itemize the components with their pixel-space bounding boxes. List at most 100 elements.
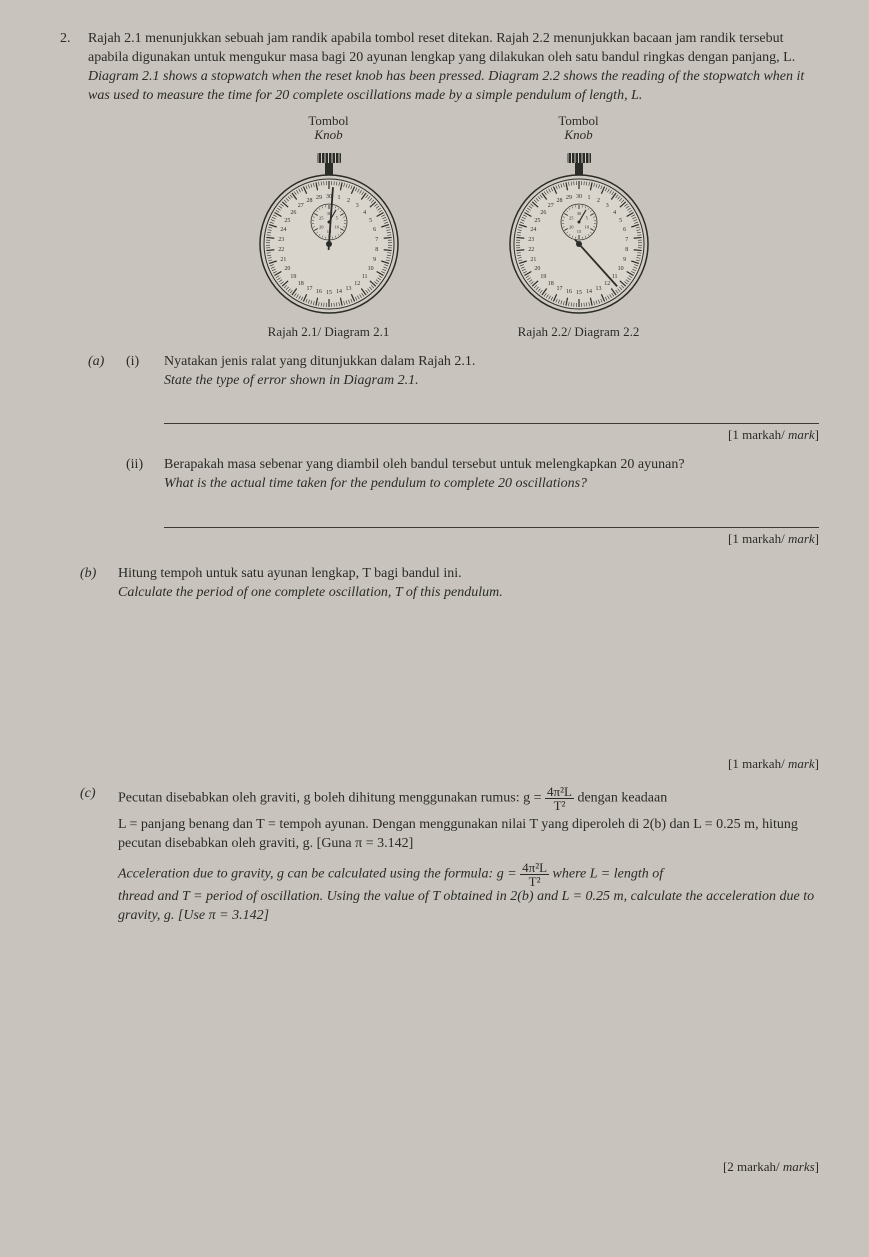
- knob-malay: Tombol: [558, 114, 598, 128]
- diagram-right: Tombol Knob 3012345678910111213141516171…: [499, 114, 659, 341]
- answer-line: [164, 510, 819, 528]
- svg-text:20: 20: [318, 225, 323, 230]
- fraction: 4π²L T²: [520, 861, 549, 888]
- mark-c: [2 markah/ marks]: [118, 1158, 819, 1176]
- knob-label-left: Tombol Knob: [308, 114, 348, 143]
- svg-text:30: 30: [576, 194, 582, 200]
- svg-text:14: 14: [585, 289, 591, 295]
- c-english-line2: thread and T = period of oscillation. Us…: [118, 888, 819, 926]
- label-a-blank: [88, 456, 116, 547]
- svg-text:4: 4: [613, 210, 616, 216]
- label-a: (a): [88, 353, 116, 444]
- label-b: (b): [80, 565, 108, 772]
- diagram-container: Tombol Knob 3012345678910111213141516171…: [88, 114, 819, 341]
- svg-text:13: 13: [595, 286, 601, 292]
- svg-text:10: 10: [367, 266, 373, 272]
- svg-text:19: 19: [540, 274, 546, 280]
- svg-text:19: 19: [290, 274, 296, 280]
- svg-text:13: 13: [345, 286, 351, 292]
- svg-text:1: 1: [587, 195, 590, 201]
- question-text-malay: Rajah 2.1 menunjukkan sebuah jam randik …: [88, 30, 819, 68]
- svg-text:3: 3: [605, 203, 608, 209]
- a-ii-english: What is the actual time taken for the pe…: [164, 475, 819, 494]
- svg-text:11: 11: [611, 274, 617, 280]
- svg-text:9: 9: [623, 257, 626, 263]
- svg-text:5: 5: [369, 218, 372, 224]
- label-c: (c): [80, 785, 108, 1176]
- fraction: 4π²L T²: [545, 785, 574, 812]
- svg-text:20: 20: [568, 225, 573, 230]
- svg-text:29: 29: [316, 195, 322, 201]
- svg-text:28: 28: [556, 198, 562, 204]
- svg-text:25: 25: [318, 216, 323, 221]
- svg-text:17: 17: [306, 286, 312, 292]
- svg-text:9: 9: [373, 257, 376, 263]
- label-a-ii: (ii): [126, 456, 154, 547]
- question-row: 2. Rajah 2.1 menunjukkan sebuah jam rand…: [60, 30, 819, 547]
- svg-text:30: 30: [326, 194, 332, 200]
- svg-text:17: 17: [556, 286, 562, 292]
- svg-text:2: 2: [597, 198, 600, 204]
- svg-text:1: 1: [337, 195, 340, 201]
- label-a-i: (i): [126, 353, 154, 444]
- svg-text:12: 12: [354, 281, 360, 287]
- answer-line: [164, 406, 819, 424]
- part-c: (c) Pecutan disebabkan oleh graviti, g b…: [80, 785, 819, 1176]
- svg-text:6: 6: [623, 227, 626, 233]
- stopwatch-right-svg: 3012345678910111213141516171819202122232…: [499, 144, 659, 319]
- svg-text:15: 15: [326, 290, 332, 296]
- svg-text:3: 3: [355, 203, 358, 209]
- c-malay-line1: Pecutan disebabkan oleh graviti, g boleh…: [118, 785, 819, 812]
- svg-text:28: 28: [306, 198, 312, 204]
- a-i-malay: Nyatakan jenis ralat yang ditunjukkan da…: [164, 353, 819, 372]
- svg-text:20: 20: [534, 266, 540, 272]
- svg-text:22: 22: [278, 247, 284, 253]
- caption-right: Rajah 2.2/ Diagram 2.2: [518, 323, 640, 341]
- svg-text:16: 16: [316, 289, 322, 295]
- svg-text:8: 8: [625, 247, 628, 253]
- question-number: 2.: [60, 30, 80, 547]
- svg-text:29: 29: [566, 195, 572, 201]
- svg-text:26: 26: [540, 210, 546, 216]
- svg-text:25: 25: [534, 218, 540, 224]
- question-body: Rajah 2.1 menunjukkan sebuah jam randik …: [88, 30, 819, 547]
- svg-text:27: 27: [547, 203, 553, 209]
- svg-text:12: 12: [604, 281, 610, 287]
- svg-text:11: 11: [361, 274, 367, 280]
- svg-text:7: 7: [375, 237, 378, 243]
- question-text-english: Diagram 2.1 shows a stopwatch when the r…: [88, 68, 819, 106]
- svg-text:23: 23: [528, 237, 534, 243]
- c-malay-line2: L = panjang benang dan T = tempoh ayunan…: [118, 816, 819, 854]
- svg-text:4: 4: [363, 210, 366, 216]
- svg-text:23: 23: [278, 237, 284, 243]
- svg-text:10: 10: [334, 225, 339, 230]
- body-a-ii: Berapakah masa sebenar yang diambil oleh…: [164, 456, 819, 547]
- workspace-c: [118, 926, 819, 1156]
- b-english: Calculate the period of one complete osc…: [118, 584, 819, 603]
- mark-b: [1 markah/ mark]: [118, 755, 819, 773]
- a-ii-malay: Berapakah masa sebenar yang diambil oleh…: [164, 456, 819, 475]
- svg-text:26: 26: [290, 210, 296, 216]
- mark-a-ii: [1 markah/ mark]: [164, 530, 819, 548]
- svg-text:18: 18: [547, 281, 553, 287]
- svg-text:24: 24: [280, 227, 286, 233]
- b-malay: Hitung tempoh untuk satu ayunan lengkap,…: [118, 565, 819, 584]
- svg-text:21: 21: [530, 257, 536, 263]
- a-i-english: State the type of error shown in Diagram…: [164, 372, 819, 391]
- svg-text:5: 5: [619, 218, 622, 224]
- svg-text:15: 15: [576, 229, 581, 234]
- svg-text:10: 10: [617, 266, 623, 272]
- body-b: Hitung tempoh untuk satu ayunan lengkap,…: [118, 565, 819, 772]
- mark-a-i: [1 markah/ mark]: [164, 426, 819, 444]
- knob-malay: Tombol: [308, 114, 348, 128]
- body-c: Pecutan disebabkan oleh graviti, g boleh…: [118, 785, 819, 1176]
- svg-text:18: 18: [297, 281, 303, 287]
- stopwatch-left-svg: 3012345678910111213141516171819202122232…: [249, 144, 409, 319]
- part-a-i: (a) (i) Nyatakan jenis ralat yang ditunj…: [88, 353, 819, 444]
- svg-text:22: 22: [528, 247, 534, 253]
- knob-label-right: Tombol Knob: [558, 114, 598, 143]
- part-b: (b) Hitung tempoh untuk satu ayunan leng…: [80, 565, 819, 772]
- diagram-left: Tombol Knob 3012345678910111213141516171…: [249, 114, 409, 341]
- svg-text:20: 20: [284, 266, 290, 272]
- knob-english: Knob: [308, 128, 348, 142]
